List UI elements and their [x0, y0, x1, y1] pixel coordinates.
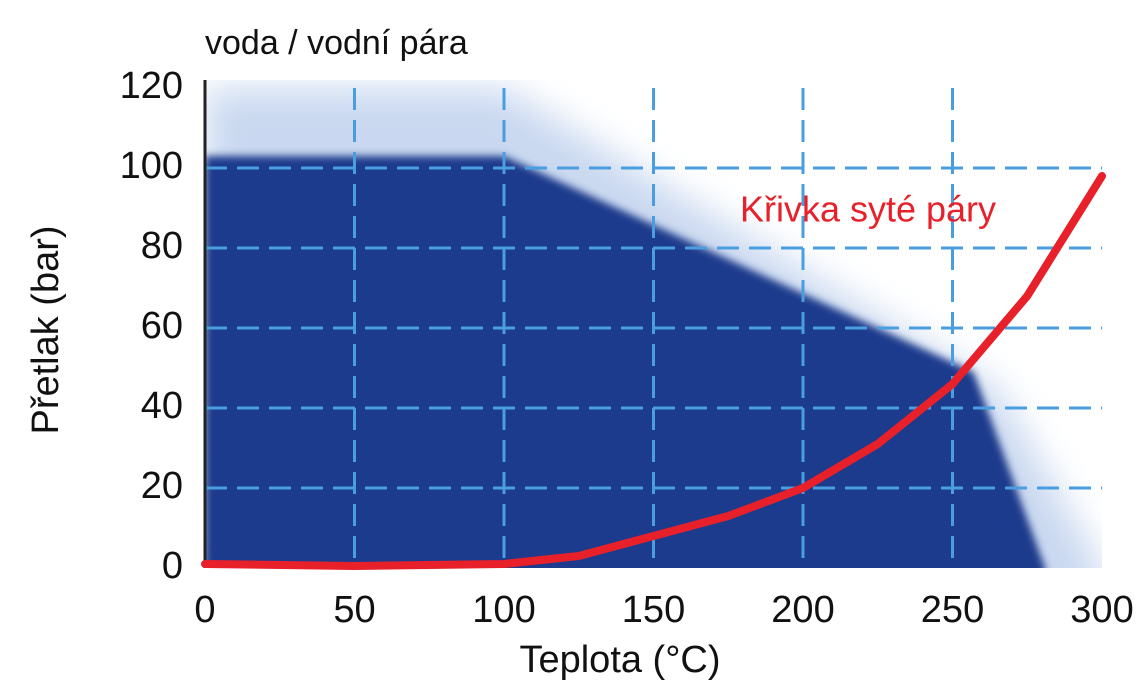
y-tick-label: 40	[141, 385, 183, 427]
y-tick-label: 60	[141, 305, 183, 347]
x-tick-label: 0	[194, 589, 215, 631]
x-tick-label: 300	[1070, 589, 1133, 631]
lines	[201, 172, 1106, 570]
x-tick-label: 200	[771, 589, 834, 631]
chart-title: voda / vodní pára	[205, 24, 468, 62]
y-axis-label: Přetlak (bar)	[25, 225, 67, 434]
x-tick-label: 250	[921, 589, 984, 631]
line	[201, 172, 1106, 570]
y-tick-label: 100	[120, 145, 183, 187]
grid	[203, 80, 1102, 568]
x-tick-label: 50	[333, 589, 375, 631]
y-tick-label: 120	[120, 65, 183, 107]
y-tick-label: 0	[162, 545, 183, 587]
x-tick-label: 150	[622, 589, 685, 631]
y-tick-label: 80	[141, 225, 183, 267]
x-axis-label: Teplota (°C)	[519, 639, 720, 681]
y-tick-label: 20	[141, 465, 183, 507]
x-tick-label: 100	[472, 589, 535, 631]
areas	[205, 88, 1102, 568]
series-label: Křivka syté páry	[740, 189, 996, 230]
